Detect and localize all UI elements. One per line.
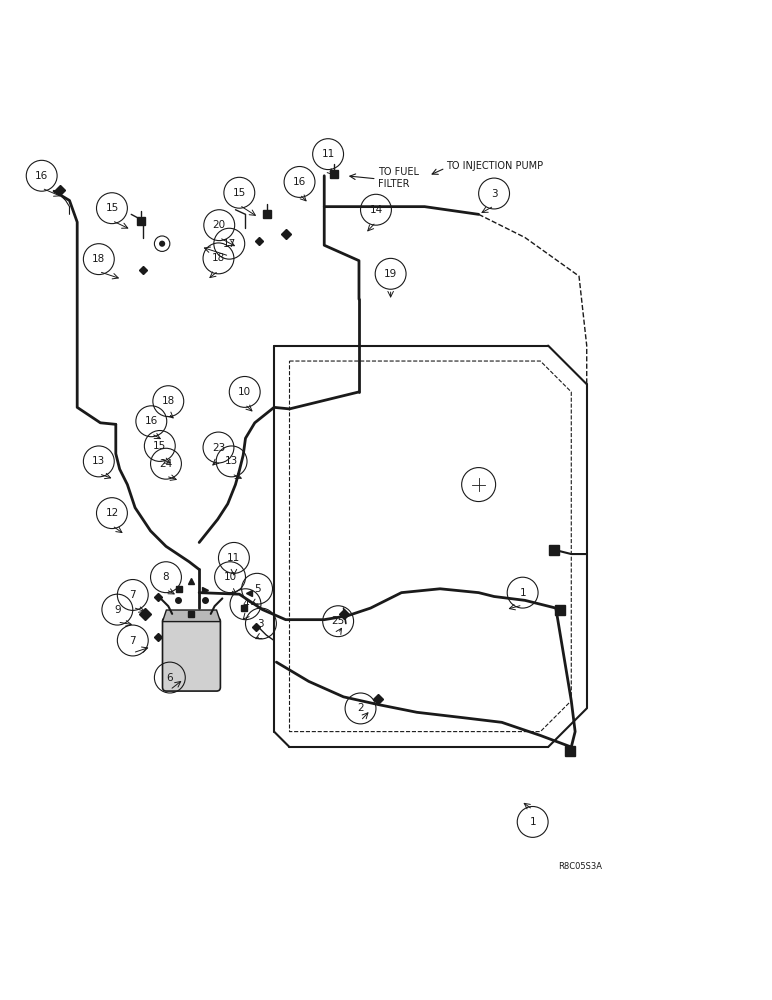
Text: 14: 14 — [369, 205, 383, 215]
Text: 9: 9 — [114, 605, 120, 615]
Text: 3: 3 — [258, 619, 264, 629]
Text: 12: 12 — [105, 508, 119, 518]
Text: 11: 11 — [227, 553, 241, 563]
Text: TO INJECTION PUMP: TO INJECTION PUMP — [446, 161, 543, 171]
Text: 10: 10 — [238, 387, 252, 397]
Text: 16: 16 — [293, 177, 306, 187]
Text: 1: 1 — [520, 588, 526, 598]
Text: 8: 8 — [163, 572, 169, 582]
Text: R8C05S3A: R8C05S3A — [558, 862, 602, 871]
Text: 11: 11 — [321, 149, 335, 159]
Text: 15: 15 — [105, 203, 119, 213]
Circle shape — [159, 241, 165, 247]
Text: 4: 4 — [242, 599, 249, 609]
Text: 7: 7 — [130, 636, 136, 646]
Text: 10: 10 — [223, 572, 237, 582]
FancyBboxPatch shape — [162, 618, 220, 691]
Text: 6: 6 — [167, 673, 173, 683]
Text: 1: 1 — [530, 817, 536, 827]
Text: 23: 23 — [212, 443, 225, 453]
Text: 16: 16 — [144, 416, 158, 426]
Text: 18: 18 — [212, 253, 225, 263]
Text: 5: 5 — [254, 584, 260, 594]
Text: 13: 13 — [225, 456, 239, 466]
Text: 15: 15 — [232, 188, 246, 198]
Text: 13: 13 — [92, 456, 106, 466]
Text: 17: 17 — [222, 239, 236, 249]
Text: 20: 20 — [212, 220, 226, 230]
Text: TO FUEL
FILTER: TO FUEL FILTER — [378, 167, 419, 189]
Text: 7: 7 — [130, 590, 136, 600]
Text: 25: 25 — [331, 616, 345, 626]
Text: 15: 15 — [153, 441, 167, 451]
Text: 18: 18 — [161, 396, 175, 406]
Text: 19: 19 — [384, 269, 398, 279]
Text: 16: 16 — [35, 171, 49, 181]
Text: 24: 24 — [159, 459, 173, 469]
Text: 2: 2 — [357, 703, 364, 713]
Text: 18: 18 — [92, 254, 106, 264]
Polygon shape — [162, 610, 220, 622]
Text: 3: 3 — [491, 189, 497, 199]
